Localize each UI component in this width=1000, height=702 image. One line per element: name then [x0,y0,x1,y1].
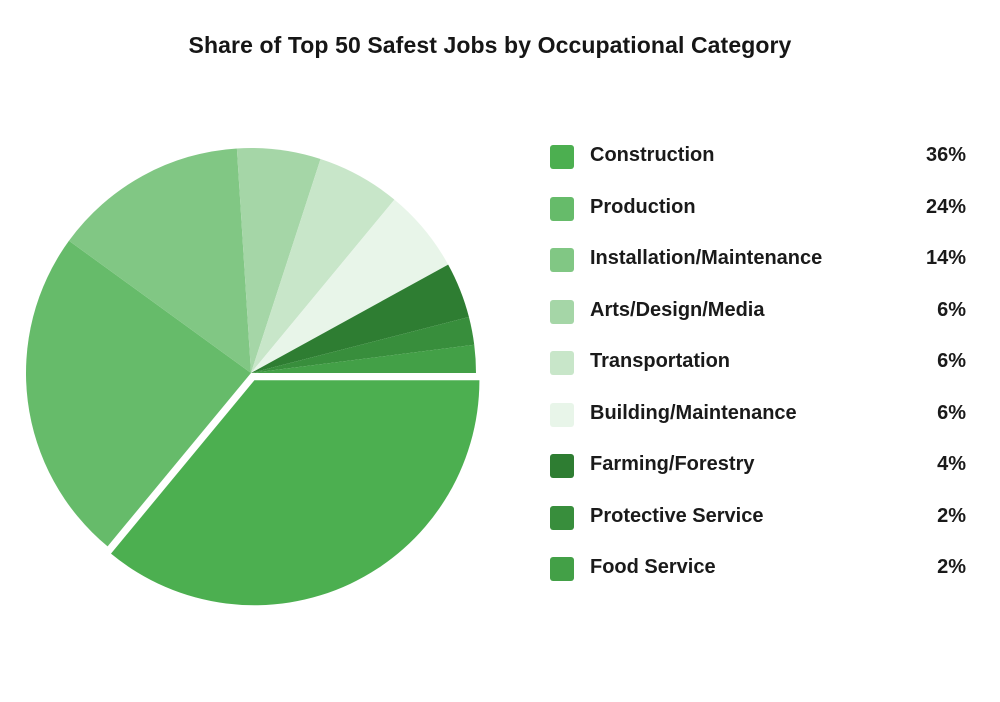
legend-item-installation-maintenance: Installation/Maintenance 14% [550,244,970,296]
legend-label: Arts/Design/Media [590,298,765,321]
legend-value: 6% [937,401,966,424]
legend-swatch [550,196,574,221]
legend-value: 2% [937,556,966,578]
legend-item-production: Production 24% [550,193,970,245]
legend-value: 6% [937,350,966,372]
legend-label: Production [590,195,696,218]
pie-slice-production [26,240,252,547]
pie-slice-protective-service [251,317,475,373]
pie-slice-farming-forestry [251,264,469,373]
pie-slice-arts-design-media [236,148,321,373]
legend-swatch [550,351,574,375]
legend-value: 14% [925,247,966,269]
legend-item-farming-forestry: Farming/Forestry 4% [550,450,970,502]
legend-label: Building/Maintenance [590,401,797,424]
legend-label: Protective Service [590,504,764,527]
pie-slice-installation-maintenance [68,148,251,373]
legend-swatch [550,505,574,530]
legend-value: 2% [937,504,966,527]
legend-label: Food Service [590,556,716,578]
legend-item-arts-design-media: Arts/Design/Media 6% [550,296,970,348]
legend-item-transportation: Transportation 6% [550,347,970,399]
legend-label: Farming/Forestry [590,453,755,475]
chart-title: Share of Top 50 Safest Jobs by Occupatio… [188,32,792,58]
legend-item-building-maintenance: Building/Maintenance 6% [550,399,970,451]
legend-swatch [550,402,574,427]
legend-swatch [550,454,574,478]
legend-swatch [550,145,574,169]
pie-slice-building-maintenance [251,199,449,373]
legend-label: Transportation [590,350,731,372]
legend-item-food-service: Food Service 2% [550,553,970,605]
legend-value: 36% [925,144,966,166]
legend-value: 24% [925,195,966,218]
legend-swatch [550,248,574,272]
legend-swatch [550,557,574,581]
pie-chart [26,148,480,606]
pie-slice-food-service [251,344,476,373]
legend-label: Installation/Maintenance [590,247,823,269]
legend-label: Construction [590,144,715,166]
legend: Construction 36% Production 24% Installation… [550,141,970,605]
pie-slice-construction [110,380,480,606]
legend-item-protective-service: Protective Service 2% [550,502,970,554]
legend-swatch [550,299,574,324]
legend-item-construction: Construction 36% [550,141,970,193]
legend-value: 6% [937,298,966,321]
pie-slice-transportation [251,159,395,373]
legend-value: 4% [937,453,966,475]
